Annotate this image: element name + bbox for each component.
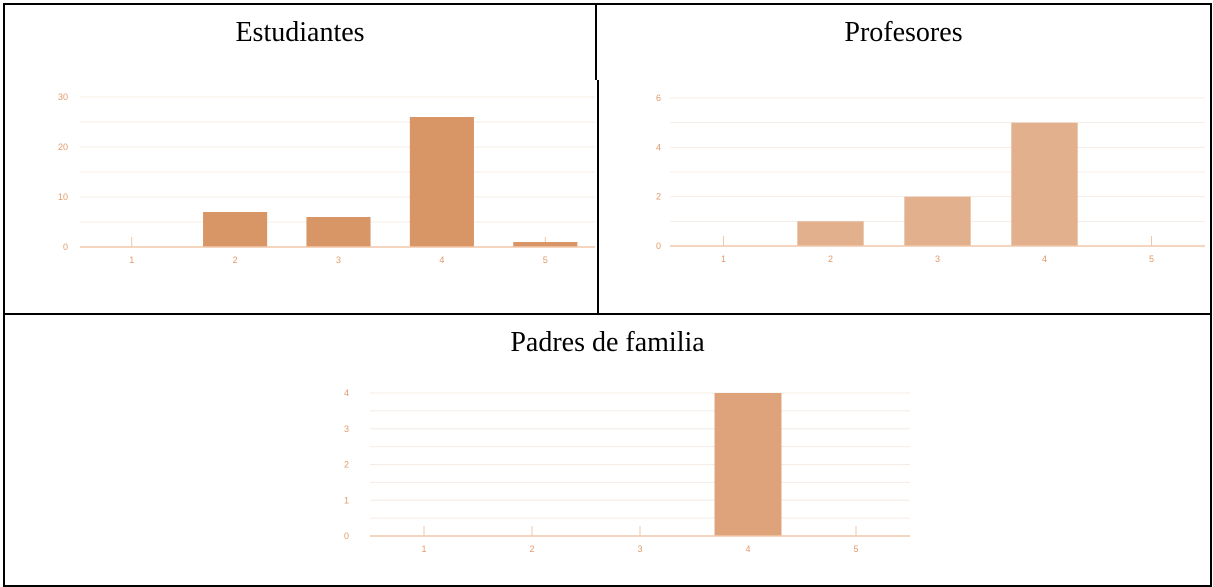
y-tick-label: 0 [344,531,349,541]
x-tick-label: 2 [828,254,833,264]
x-tick-label: 1 [421,544,426,554]
chart-title-profesores: Profesores [844,17,963,48]
x-tick-label: 5 [543,255,548,265]
x-tick-label: 1 [721,254,726,264]
bar [904,196,971,246]
table-column-divider-bottom [597,80,599,315]
chart-title-estudiantes: Estudiantes [235,17,365,48]
y-tick-label: 1 [344,495,349,505]
cell-padres-de-familia: Padres de familia 0 1 2 3 4 1 2 3 4 5 [5,315,1210,585]
cell-estudiantes: Estudiantes 0 10 20 30 1 2 3 4 5 [5,5,595,313]
bar [797,221,864,246]
x-tick-label: 4 [439,255,444,265]
y-tick-label: 4 [344,388,349,398]
bar [306,217,371,247]
bar [409,117,474,247]
x-tick-label: 1 [129,255,134,265]
x-tick-label: 5 [853,544,858,554]
table-border-left [3,3,5,587]
table-border-right [1210,3,1212,587]
bar [513,242,578,247]
table-border-top [3,3,1212,5]
x-tick-label: 4 [745,544,750,554]
bar-chart-estudiantes: 0 10 20 30 1 2 3 4 5 [58,92,595,265]
bar-chart-padres: 0 1 2 3 4 1 2 3 4 5 [344,388,910,554]
bar [714,393,782,536]
bar [203,212,268,247]
x-tick-label: 3 [336,255,341,265]
x-tick-label: 4 [1042,254,1047,264]
table-column-divider-top [595,3,597,80]
table-row-divider [3,313,1212,315]
cell-profesores: Profesores 0 2 4 6 1 2 3 4 5 [597,5,1210,313]
bar [1011,122,1078,246]
x-tick-label: 2 [233,255,238,265]
y-tick-label: 0 [656,241,661,251]
y-tick-label: 20 [58,142,68,152]
table-border-bottom [3,585,1212,587]
x-tick-label: 3 [935,254,940,264]
y-tick-label: 2 [656,192,661,202]
y-tick-label: 0 [63,242,68,252]
bar-chart-profesores: 0 2 4 6 1 2 3 4 5 [656,93,1205,264]
y-tick-label: 10 [58,192,68,202]
y-tick-label: 3 [344,424,349,434]
x-tick-label: 5 [1149,254,1154,264]
x-tick-label: 2 [529,544,534,554]
y-tick-label: 30 [58,92,68,102]
x-tick-label: 3 [637,544,642,554]
y-tick-label: 4 [656,142,661,152]
y-tick-label: 2 [344,460,349,470]
chart-title-padres: Padres de familia [510,327,705,358]
y-tick-label: 6 [656,93,661,103]
